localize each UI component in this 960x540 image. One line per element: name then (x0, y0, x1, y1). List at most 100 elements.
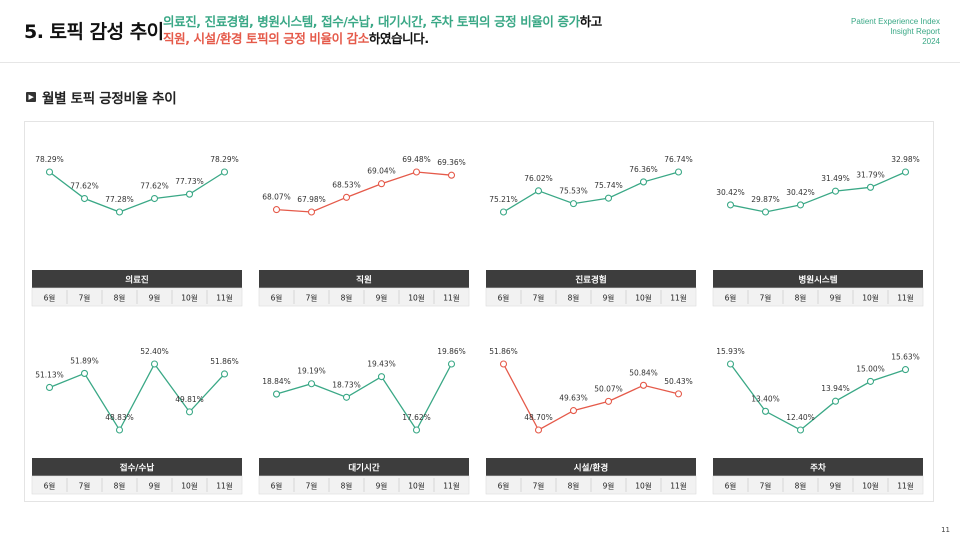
description-decrease-text: 직원, 시설/환경 토픽의 긍정 비율이 감소 (163, 31, 369, 46)
data-label: 77.28% (105, 195, 134, 204)
data-point (569, 407, 578, 415)
data-label: 31.49% (821, 174, 850, 183)
data-label: 19.43% (367, 360, 396, 369)
data-point (604, 194, 613, 202)
month-tick-label: 10월 (862, 293, 879, 303)
data-label: 75.21% (489, 195, 518, 204)
data-label: 32.98% (891, 155, 920, 164)
month-tick-label: 7월 (533, 481, 545, 491)
report-label-line: Insight Report (890, 27, 940, 36)
month-tick-label: 8월 (114, 293, 126, 303)
data-label: 12.40% (786, 413, 815, 422)
category-label: 접수/수납 (120, 463, 155, 474)
month-tick-label: 6월 (271, 481, 283, 491)
data-label: 13.40% (751, 394, 780, 403)
month-tick-label: 9월 (149, 481, 161, 491)
data-point (674, 168, 683, 176)
data-label: 50.07% (594, 384, 623, 393)
data-label: 69.48% (402, 155, 431, 164)
month-tick-label: 11월 (216, 293, 233, 303)
header-description-line-2: 직원, 시설/환경 토픽의 긍정 비율이 감소하였습니다. (163, 30, 602, 47)
category-label: 시설/환경 (574, 463, 608, 474)
series-line (276, 171, 452, 213)
month-tick-label: 7월 (306, 293, 318, 303)
data-label: 78.29% (210, 155, 239, 164)
category-bar (259, 270, 469, 288)
data-label: 49.63% (559, 394, 588, 403)
month-tick-label: 6월 (271, 293, 283, 303)
month-tick-label: 8월 (341, 293, 353, 303)
data-point (866, 183, 875, 191)
month-tick-label: 9월 (603, 293, 615, 303)
month-tick-label: 8월 (114, 481, 126, 491)
data-label: 51.86% (489, 347, 518, 356)
month-tick-label: 9월 (603, 481, 615, 491)
series-line (503, 171, 679, 213)
data-point (342, 193, 351, 201)
data-point (185, 190, 194, 198)
data-point (150, 194, 159, 203)
month-tick-label: 9월 (830, 293, 842, 303)
month-tick-label: 11월 (443, 481, 460, 491)
section-title: ▶ 월별 토픽 긍정비율 추이 (26, 87, 177, 107)
data-label: 76.02% (524, 174, 553, 183)
data-point (761, 407, 770, 415)
play-box-icon: ▶ (26, 92, 36, 102)
data-point (115, 426, 124, 434)
data-label: 29.87% (751, 195, 780, 204)
data-label: 19.86% (437, 347, 466, 356)
month-tick-label: 6월 (44, 293, 56, 303)
data-label: 15.63% (891, 353, 920, 362)
month-tick-label: 7월 (79, 293, 91, 303)
month-tick-label: 10월 (408, 293, 425, 303)
month-tick-label: 6월 (44, 481, 56, 491)
data-point (150, 360, 159, 368)
data-point (307, 380, 316, 388)
data-point (866, 377, 875, 385)
data-label: 17.62% (402, 413, 431, 422)
description-increase-text: 의료진, 진료경험, 병원시스템, 접수/수납, 대기시간, 주차 토픽의 긍정… (163, 14, 580, 29)
category-label: 대기시간 (348, 463, 379, 474)
month-tick-label: 11월 (897, 293, 914, 303)
series-line (49, 362, 225, 432)
data-label: 15.93% (716, 347, 745, 356)
data-label: 48.83% (105, 413, 134, 422)
data-point (412, 426, 421, 434)
month-tick-label: 6월 (725, 481, 737, 491)
data-point (901, 366, 910, 374)
data-label: 77.73% (175, 177, 204, 186)
category-label: 주차 (810, 463, 826, 474)
data-point (377, 373, 386, 381)
month-tick-label: 10월 (635, 293, 652, 303)
data-point (534, 187, 543, 195)
data-point (307, 208, 316, 216)
data-label: 13.94% (821, 384, 850, 393)
data-point (185, 408, 194, 416)
data-point (220, 370, 229, 378)
data-point (45, 383, 54, 392)
data-label: 15.00% (856, 364, 885, 373)
month-tick-label: 8월 (568, 293, 580, 303)
month-tick-label: 7월 (760, 481, 772, 491)
header-description: 의료진, 진료경험, 병원시스템, 접수/수납, 대기시간, 주차 토픽의 긍정… (163, 13, 602, 47)
data-point (831, 397, 840, 405)
month-tick-label: 10월 (181, 481, 198, 491)
header-description-line-1: 의료진, 진료경험, 병원시스템, 접수/수납, 대기시간, 주차 토픽의 긍정… (163, 13, 602, 30)
category-bar (32, 458, 242, 476)
category-bar (713, 458, 923, 476)
data-point (499, 208, 508, 216)
month-tick-label: 6월 (725, 293, 737, 303)
data-point (377, 180, 386, 188)
month-tick-label: 8월 (341, 481, 353, 491)
data-label: 67.98% (297, 195, 326, 204)
month-tick-label: 9월 (830, 481, 842, 491)
category-bar (713, 270, 923, 288)
chart-panel (24, 121, 934, 502)
month-tick-label: 11월 (443, 293, 460, 303)
month-tick-label: 10월 (408, 481, 425, 491)
data-label: 68.07% (262, 193, 291, 202)
data-point (569, 200, 578, 208)
data-point (272, 390, 281, 398)
category-bar (486, 458, 696, 476)
